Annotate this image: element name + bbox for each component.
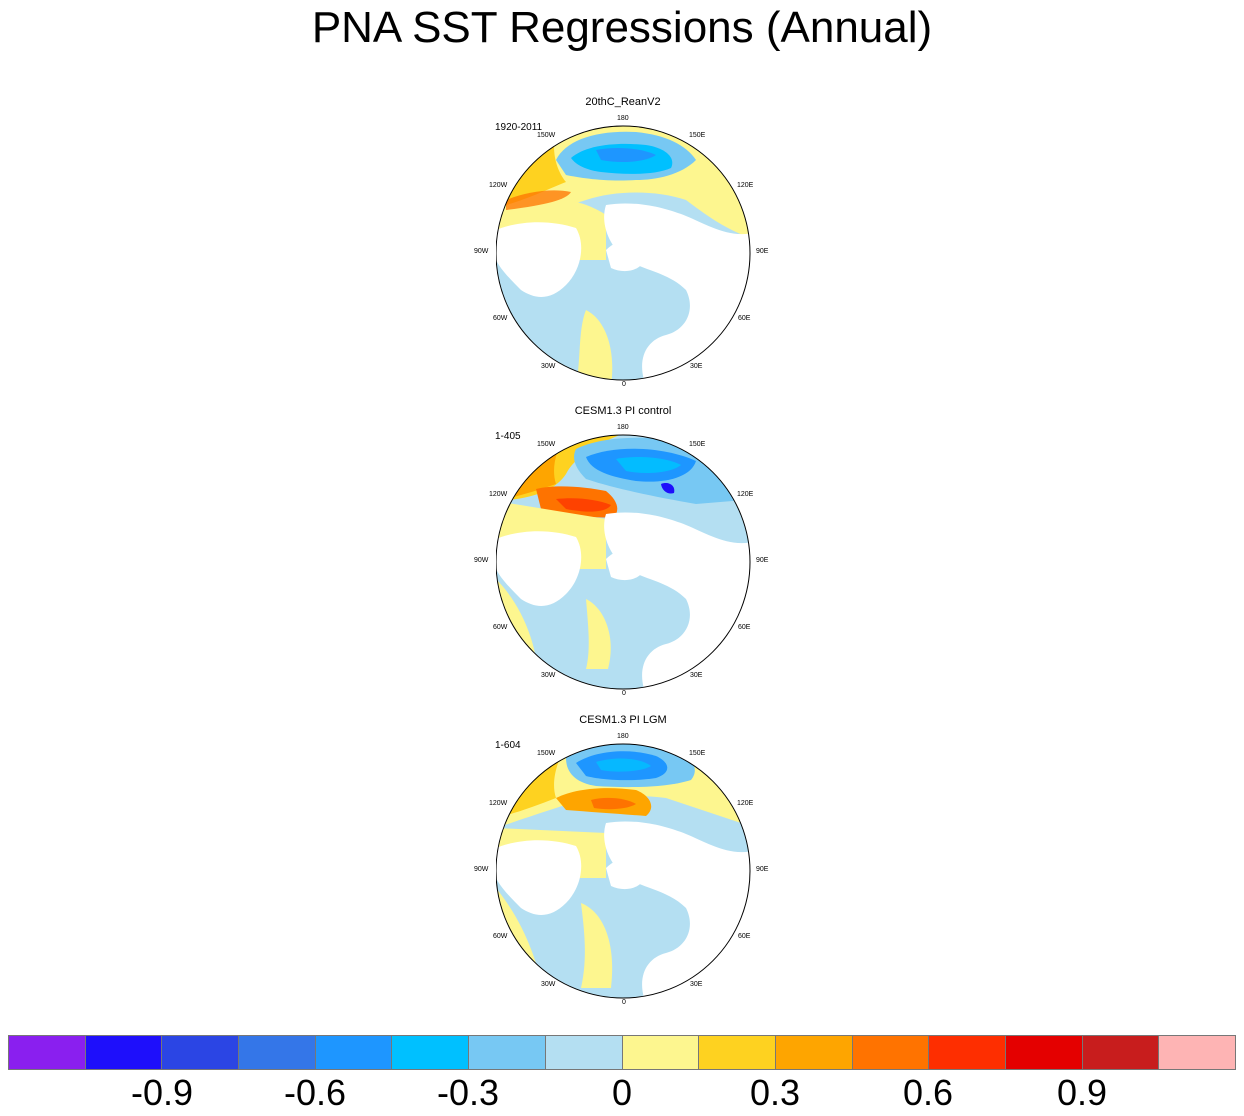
polar-map-1 [496, 125, 751, 381]
colorbar-swatch [239, 1036, 316, 1069]
lon-label-30e: 30E [690, 363, 703, 370]
colorbar [8, 1035, 1236, 1070]
lon-label-150e: 150E [689, 750, 706, 757]
colorbar-swatch [9, 1036, 86, 1069]
lon-label-120w: 120W [489, 800, 508, 807]
lon-label-150e: 150E [689, 132, 706, 139]
lon-label-0: 0 [622, 999, 626, 1006]
panel-year-range: 1-405 [495, 431, 521, 442]
lon-label-60w: 60W [493, 624, 508, 631]
lon-label-120e: 120E [737, 182, 754, 189]
panel-year-range: 1920-2011 [495, 122, 543, 133]
colorbar-label: 0.9 [1056, 1072, 1108, 1113]
lon-label-90e: 90E [756, 248, 769, 255]
lon-label-60e: 60E [738, 624, 751, 631]
colorbar-swatch [1005, 1036, 1083, 1069]
lon-label-90w: 90W [474, 866, 489, 873]
lon-label-120w: 120W [489, 491, 508, 498]
panel-title: CESM1.3 PI control [574, 405, 672, 417]
lon-label-90w: 90W [474, 557, 489, 564]
lon-label-150w: 150W [537, 750, 556, 757]
colorbar-label: 0.3 [749, 1072, 801, 1113]
lon-label-150e: 150E [689, 441, 706, 448]
colorbar-swatch [622, 1036, 700, 1069]
lon-label-0: 0 [622, 690, 626, 697]
lon-label-30e: 30E [690, 981, 703, 988]
colorbar-label: -0.3 [436, 1072, 500, 1113]
colorbar-swatch [162, 1036, 240, 1069]
colorbar-swatch [469, 1036, 546, 1069]
colorbar-swatch [85, 1036, 163, 1069]
lon-label-60e: 60E [738, 933, 751, 940]
lon-label-120e: 120E [737, 800, 754, 807]
lon-label-90e: 90E [756, 866, 769, 873]
lon-label-180: 180 [617, 115, 629, 122]
lon-label-30w: 30W [541, 672, 556, 679]
panel-year-range: 1-604 [495, 740, 521, 751]
lon-label-120e: 120E [737, 491, 754, 498]
lon-label-120w: 120W [489, 182, 508, 189]
colorbar-swatch [775, 1036, 853, 1069]
panel-title: 20thC_ReanV2 [585, 96, 661, 108]
colorbar-swatch [392, 1036, 470, 1069]
panel-title: CESM1.3 PI LGM [579, 714, 667, 726]
figure-title: PNA SST Regressions (Annual) [311, 3, 933, 52]
colorbar-label: 0 [611, 1072, 633, 1113]
lon-label-30e: 30E [690, 672, 703, 679]
colorbar-swatch [929, 1036, 1006, 1069]
colorbar-swatch [545, 1036, 623, 1069]
lon-label-0: 0 [622, 381, 626, 388]
lon-label-90w: 90W [474, 248, 489, 255]
lon-label-60e: 60E [738, 315, 751, 322]
lon-label-150w: 150W [537, 132, 556, 139]
colorbar-label: 0.6 [902, 1072, 954, 1113]
colorbar-swatch [852, 1036, 930, 1069]
lon-label-150w: 150W [537, 441, 556, 448]
lon-label-180: 180 [617, 424, 629, 431]
lon-label-60w: 60W [493, 933, 508, 940]
colorbar-label: -0.6 [283, 1072, 347, 1113]
colorbar-swatch [1082, 1036, 1160, 1069]
colorbar-swatch [699, 1036, 776, 1069]
colorbar-swatch [315, 1036, 393, 1069]
lon-label-30w: 30W [541, 981, 556, 988]
colorbar-swatch [1159, 1036, 1235, 1069]
colorbar-label: -0.9 [130, 1072, 194, 1113]
polar-map-2 [496, 434, 751, 690]
lon-label-90e: 90E [756, 557, 769, 564]
lon-label-30w: 30W [541, 363, 556, 370]
lon-label-180: 180 [617, 733, 629, 740]
lon-label-60w: 60W [493, 315, 508, 322]
polar-map-3 [496, 743, 751, 999]
